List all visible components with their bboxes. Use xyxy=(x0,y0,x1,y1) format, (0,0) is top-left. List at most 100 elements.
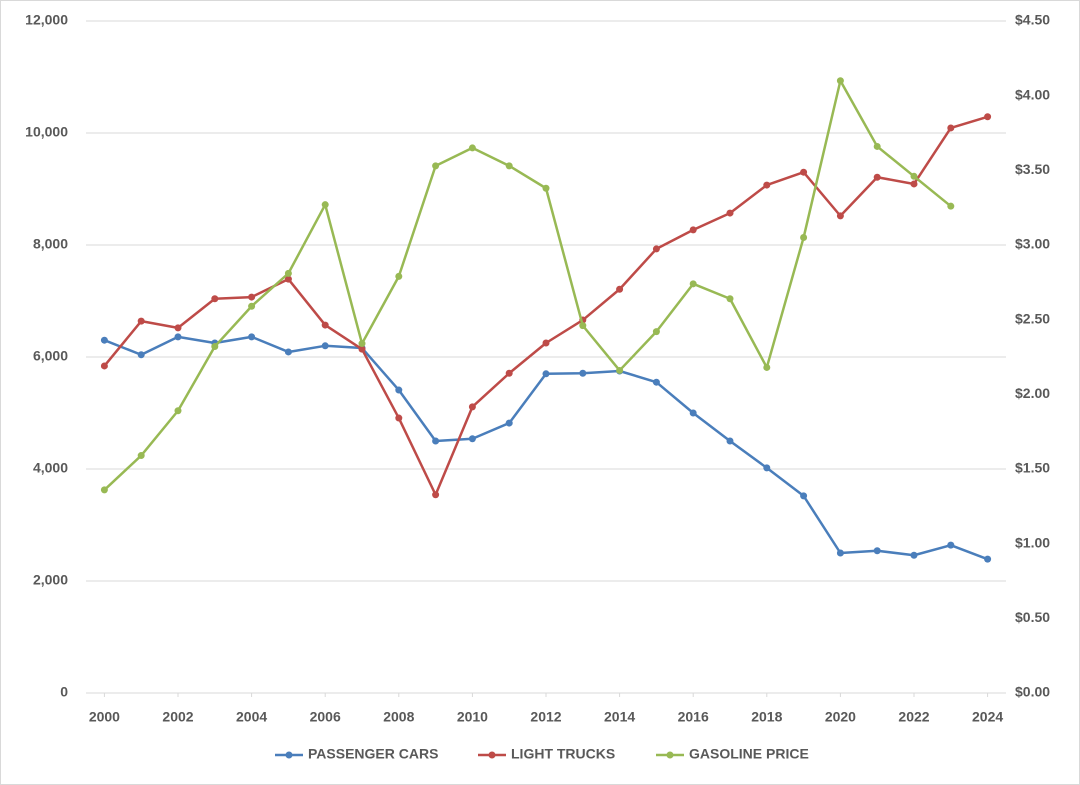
data-point xyxy=(174,333,182,341)
data-point xyxy=(689,280,697,288)
y2-tick-label: $1.00 xyxy=(1015,534,1050,550)
data-point xyxy=(800,234,808,242)
data-point xyxy=(100,486,108,494)
data-point xyxy=(542,339,550,347)
data-point xyxy=(947,202,955,210)
data-point xyxy=(284,348,292,356)
y2-tick-label: $3.50 xyxy=(1015,161,1050,177)
x-tick-label: 2004 xyxy=(236,709,267,725)
x-tick-label: 2016 xyxy=(678,709,709,725)
data-point xyxy=(542,184,550,192)
data-point xyxy=(726,437,734,445)
legend-label: LIGHT TRUCKS xyxy=(511,746,615,762)
x-tick-label: 2018 xyxy=(751,709,782,725)
y-tick-label: 2,000 xyxy=(33,572,68,588)
data-point xyxy=(910,172,918,180)
data-point xyxy=(947,541,955,549)
data-point xyxy=(358,345,366,353)
data-point xyxy=(910,180,918,188)
data-point xyxy=(137,351,145,359)
data-point xyxy=(174,324,182,332)
data-point xyxy=(542,370,550,378)
data-point xyxy=(873,173,881,181)
data-point xyxy=(395,386,403,394)
x-tick-label: 2014 xyxy=(604,709,635,725)
data-point xyxy=(284,269,292,277)
data-point xyxy=(358,340,366,348)
data-point xyxy=(873,547,881,555)
data-point xyxy=(137,317,145,325)
data-point xyxy=(321,201,329,209)
data-point xyxy=(579,322,587,330)
y-tick-label: 8,000 xyxy=(33,236,68,252)
data-point xyxy=(432,491,440,499)
data-point xyxy=(468,435,476,443)
x-tick-label: 2012 xyxy=(530,709,561,725)
legend-marker xyxy=(666,751,674,759)
data-point xyxy=(873,142,881,150)
data-point xyxy=(505,369,513,377)
y-tick-label: 6,000 xyxy=(33,348,68,364)
data-point xyxy=(616,285,624,293)
data-point xyxy=(726,209,734,217)
x-tick-label: 2008 xyxy=(383,709,414,725)
data-point xyxy=(284,275,292,283)
legend-marker xyxy=(285,751,293,759)
x-tick-label: 2000 xyxy=(89,709,120,725)
x-tick-label: 2010 xyxy=(457,709,488,725)
data-point xyxy=(763,181,771,189)
y-tick-label: 10,000 xyxy=(25,124,68,140)
data-point xyxy=(137,452,145,460)
data-point xyxy=(836,549,844,557)
x-tick-label: 2006 xyxy=(310,709,341,725)
data-point xyxy=(579,369,587,377)
y2-tick-label: $3.00 xyxy=(1015,236,1050,252)
data-point xyxy=(984,113,992,121)
data-point xyxy=(800,168,808,176)
y2-tick-label: $4.50 xyxy=(1015,12,1050,28)
x-tick-label: 2020 xyxy=(825,709,856,725)
data-point xyxy=(763,464,771,472)
data-point xyxy=(395,272,403,280)
y-tick-label: 0 xyxy=(60,684,68,700)
legend-label: PASSENGER CARS xyxy=(308,746,438,762)
data-point xyxy=(652,378,660,386)
data-point xyxy=(689,409,697,417)
data-point xyxy=(100,362,108,370)
data-point xyxy=(395,414,403,422)
y2-tick-label: $0.00 xyxy=(1015,684,1050,700)
data-point xyxy=(505,419,513,427)
data-point xyxy=(947,124,955,132)
data-point xyxy=(652,328,660,336)
data-point xyxy=(652,245,660,253)
data-point xyxy=(432,162,440,170)
data-point xyxy=(174,407,182,415)
y2-tick-label: $2.50 xyxy=(1015,310,1050,326)
y2-tick-label: $2.00 xyxy=(1015,385,1050,401)
y2-tick-label: $0.50 xyxy=(1015,609,1050,625)
data-point xyxy=(836,212,844,220)
data-point xyxy=(468,403,476,411)
data-point xyxy=(726,295,734,303)
data-point xyxy=(321,321,329,329)
x-tick-label: 2024 xyxy=(972,709,1003,725)
x-tick-label: 2022 xyxy=(898,709,929,725)
data-point xyxy=(211,295,219,303)
data-point xyxy=(689,226,697,234)
x-tick-label: 2002 xyxy=(162,709,193,725)
data-point xyxy=(211,343,219,351)
data-point xyxy=(432,437,440,445)
data-point xyxy=(100,336,108,344)
data-point xyxy=(248,302,256,310)
data-point xyxy=(836,77,844,85)
y2-tick-label: $4.00 xyxy=(1015,86,1050,102)
data-point xyxy=(321,342,329,350)
y-tick-label: 4,000 xyxy=(33,460,68,476)
legend-label: GASOLINE PRICE xyxy=(689,746,809,762)
legend-marker xyxy=(488,751,496,759)
data-point xyxy=(468,144,476,152)
data-point xyxy=(248,293,256,301)
data-point xyxy=(616,366,624,374)
